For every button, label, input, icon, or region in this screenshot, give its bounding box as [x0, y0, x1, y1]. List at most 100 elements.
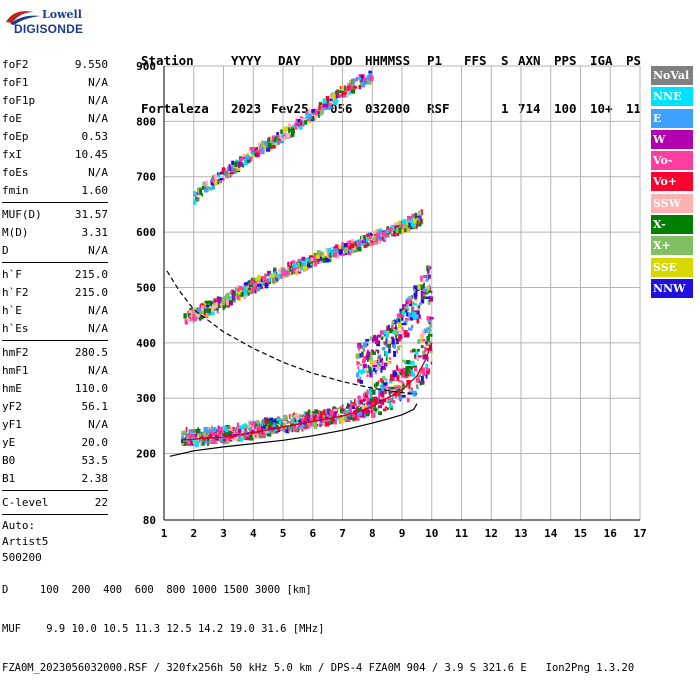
echo-mark — [349, 406, 352, 411]
echo-mark — [280, 419, 285, 422]
echo-mark — [226, 299, 231, 306]
echo-mark — [248, 426, 253, 430]
echo-mark — [285, 272, 288, 275]
echo-mark — [284, 269, 287, 275]
echo-mark — [420, 299, 425, 303]
echo-mark — [378, 238, 382, 245]
echo-mark — [301, 415, 304, 418]
echo-mark — [368, 236, 372, 239]
echo-mark — [246, 424, 251, 430]
echo-mark — [307, 411, 310, 418]
echo-mark — [306, 421, 311, 425]
x-tick-label: 8 — [369, 527, 376, 540]
echo-mark — [362, 341, 367, 348]
echo-mark — [213, 302, 218, 305]
echo-mark — [295, 414, 300, 420]
echo-mark — [387, 361, 392, 364]
echo-mark — [307, 109, 312, 114]
echo-mark — [209, 187, 213, 191]
echo-mark — [254, 434, 257, 438]
echo-mark — [205, 435, 210, 438]
parameter-value: 53.5 — [81, 454, 109, 467]
echo-mark — [380, 336, 384, 340]
echo-mark — [261, 140, 265, 146]
echo-mark — [385, 353, 388, 358]
echo-mark — [199, 191, 203, 196]
parameter-value: 3.31 — [81, 226, 109, 239]
echo-mark — [251, 421, 256, 427]
echo-mark — [406, 225, 409, 229]
x-tick-label: 5 — [280, 527, 287, 540]
echo-mark — [243, 159, 249, 166]
echo-mark — [286, 426, 289, 431]
echo-mark — [403, 330, 408, 335]
echo-mark — [422, 293, 426, 297]
echo-mark — [410, 372, 415, 376]
echo-mark — [304, 120, 308, 125]
echo-mark — [345, 410, 348, 415]
echo-mark — [349, 404, 352, 407]
echo-mark — [409, 317, 413, 321]
echo-mark — [362, 363, 367, 369]
echo-mark — [234, 427, 236, 431]
echo-mark — [356, 415, 360, 420]
echo-mark — [355, 77, 359, 81]
echo-mark — [199, 315, 204, 320]
echo-mark — [430, 296, 433, 302]
legend-item: Vo+ — [651, 172, 693, 192]
echo-mark — [328, 253, 330, 258]
echo-mark — [421, 338, 426, 342]
y-tick-label: 300 — [136, 392, 156, 405]
header-label: IGA — [590, 53, 613, 68]
echo-mark — [308, 260, 311, 263]
echo-mark — [429, 349, 433, 354]
echo-mark — [366, 374, 369, 377]
echo-mark — [425, 278, 429, 282]
echo-mark — [374, 370, 377, 375]
echo-mark — [187, 318, 191, 322]
echo-mark — [215, 430, 219, 433]
echo-mark — [368, 72, 373, 77]
echo-mark — [358, 74, 363, 80]
echo-mark — [232, 295, 235, 301]
echo-mark — [429, 295, 431, 302]
echo-mark — [232, 168, 236, 174]
echo-mark — [341, 253, 345, 257]
echo-mark — [249, 146, 254, 151]
echo-mark — [184, 319, 189, 325]
echo-mark — [396, 349, 398, 354]
echo-mark — [274, 270, 276, 275]
echo-mark — [401, 219, 407, 223]
echo-mark — [311, 109, 315, 113]
auto-note: Artist5 — [2, 535, 49, 548]
echo-mark — [182, 441, 187, 446]
echo-mark — [234, 435, 239, 441]
echo-mark — [420, 333, 425, 338]
echo-mark — [371, 406, 375, 411]
footer-muf-row: MUF 9.9 10.0 10.5 11.3 12.5 14.2 19.0 31… — [2, 623, 325, 635]
echo-mark — [345, 87, 348, 93]
echo-mark — [234, 166, 239, 171]
echo-mark — [193, 314, 197, 321]
echo-mark — [348, 245, 352, 251]
parameter-value: 10.45 — [74, 148, 108, 161]
echo-mark — [354, 243, 357, 247]
echo-mark — [243, 435, 248, 440]
echo-mark — [276, 132, 279, 137]
echo-mark — [268, 279, 272, 285]
echo-mark — [322, 107, 327, 111]
echo-mark — [413, 285, 418, 292]
header-label: PS — [626, 53, 642, 68]
echo-mark — [287, 261, 292, 268]
echo-mark — [392, 320, 397, 325]
echo-mark — [339, 418, 344, 424]
echo-mark — [306, 415, 311, 420]
echo-mark — [233, 296, 237, 303]
parameter-row: B0 53.5 — [2, 452, 108, 470]
echo-mark — [274, 421, 279, 424]
echo-mark — [348, 83, 352, 88]
legend-item: X+ — [651, 236, 693, 256]
parameter-value: 31.57 — [74, 208, 108, 221]
echo-mark — [302, 265, 307, 271]
height-profile-curve — [169, 403, 418, 457]
